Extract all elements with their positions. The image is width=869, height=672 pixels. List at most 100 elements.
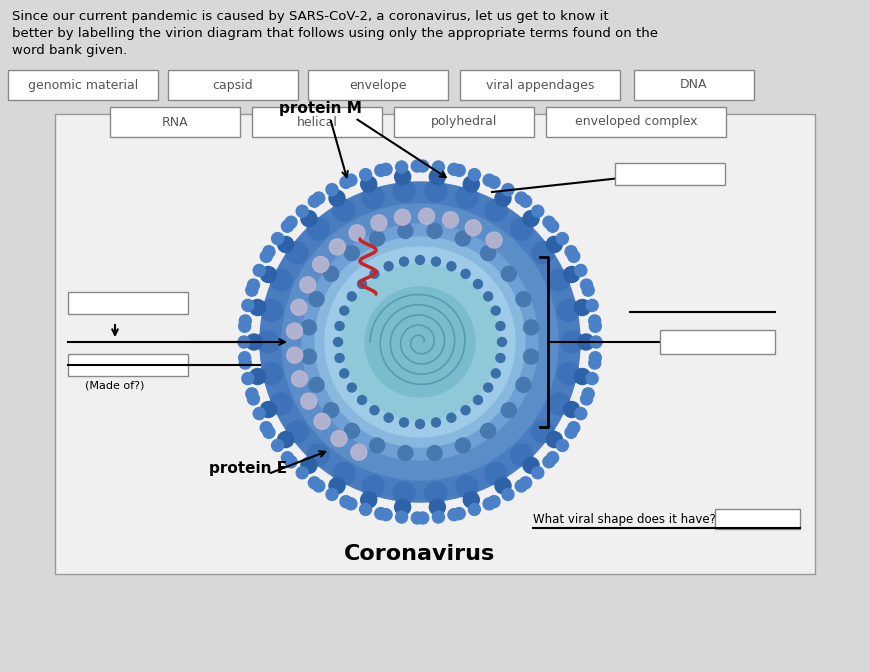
- Circle shape: [375, 165, 387, 177]
- Circle shape: [291, 371, 307, 387]
- Circle shape: [239, 357, 251, 369]
- Circle shape: [399, 257, 408, 266]
- Circle shape: [301, 393, 316, 409]
- Circle shape: [286, 323, 302, 339]
- Circle shape: [340, 369, 348, 378]
- Circle shape: [547, 393, 569, 415]
- Circle shape: [510, 444, 532, 466]
- Circle shape: [577, 334, 594, 350]
- Circle shape: [411, 160, 423, 172]
- Circle shape: [350, 444, 367, 460]
- Circle shape: [260, 251, 272, 262]
- Circle shape: [429, 499, 445, 515]
- Circle shape: [302, 349, 316, 364]
- Circle shape: [369, 438, 384, 453]
- Circle shape: [561, 331, 582, 353]
- Circle shape: [586, 372, 598, 384]
- Circle shape: [340, 176, 352, 188]
- FancyBboxPatch shape: [660, 330, 774, 354]
- Text: protein E: protein E: [209, 461, 287, 476]
- Circle shape: [253, 264, 265, 276]
- Circle shape: [326, 489, 338, 501]
- Circle shape: [501, 489, 514, 501]
- Circle shape: [312, 480, 324, 492]
- Circle shape: [307, 218, 328, 240]
- Circle shape: [431, 257, 440, 266]
- Circle shape: [277, 237, 294, 253]
- Circle shape: [542, 216, 554, 228]
- Circle shape: [495, 353, 504, 362]
- Circle shape: [361, 492, 376, 508]
- Circle shape: [287, 347, 302, 363]
- Circle shape: [277, 431, 294, 448]
- Circle shape: [333, 200, 355, 221]
- Circle shape: [308, 477, 320, 489]
- Circle shape: [461, 269, 469, 278]
- Circle shape: [342, 264, 497, 420]
- Circle shape: [494, 478, 510, 494]
- Circle shape: [574, 300, 590, 315]
- FancyBboxPatch shape: [714, 509, 799, 529]
- Text: helical: helical: [296, 116, 337, 128]
- Circle shape: [557, 300, 579, 321]
- Circle shape: [531, 467, 543, 478]
- FancyBboxPatch shape: [614, 163, 724, 185]
- Circle shape: [238, 336, 249, 348]
- Circle shape: [488, 496, 500, 507]
- Circle shape: [468, 503, 480, 515]
- FancyBboxPatch shape: [168, 70, 298, 100]
- Circle shape: [369, 269, 379, 278]
- Circle shape: [249, 300, 265, 315]
- Circle shape: [546, 431, 561, 448]
- Circle shape: [270, 269, 292, 291]
- FancyBboxPatch shape: [634, 70, 753, 100]
- Circle shape: [514, 192, 527, 204]
- Circle shape: [465, 220, 481, 236]
- Circle shape: [397, 224, 413, 239]
- Circle shape: [483, 292, 492, 301]
- Circle shape: [397, 446, 413, 460]
- Circle shape: [453, 165, 465, 177]
- Circle shape: [488, 176, 500, 188]
- Circle shape: [501, 183, 514, 196]
- Circle shape: [271, 233, 283, 245]
- Circle shape: [427, 446, 441, 460]
- Circle shape: [238, 321, 250, 332]
- Circle shape: [312, 192, 324, 204]
- Circle shape: [432, 511, 444, 523]
- FancyBboxPatch shape: [308, 70, 448, 100]
- Circle shape: [335, 353, 343, 362]
- Circle shape: [260, 300, 282, 321]
- Circle shape: [344, 498, 356, 510]
- Circle shape: [556, 233, 567, 245]
- Circle shape: [491, 369, 500, 378]
- Circle shape: [546, 452, 558, 464]
- Circle shape: [581, 284, 594, 296]
- Circle shape: [246, 388, 257, 400]
- Circle shape: [330, 431, 347, 446]
- Circle shape: [395, 169, 410, 185]
- Circle shape: [442, 212, 458, 228]
- Circle shape: [589, 336, 601, 348]
- Circle shape: [369, 406, 379, 415]
- Text: RNA: RNA: [162, 116, 188, 128]
- Circle shape: [473, 280, 482, 288]
- Circle shape: [455, 186, 477, 208]
- Circle shape: [308, 195, 320, 207]
- Circle shape: [588, 315, 600, 327]
- Circle shape: [285, 216, 296, 228]
- Circle shape: [357, 396, 366, 405]
- Text: (Made of?): (Made of?): [85, 380, 144, 390]
- Circle shape: [333, 462, 355, 485]
- Circle shape: [486, 232, 501, 248]
- Circle shape: [347, 292, 356, 301]
- Circle shape: [463, 492, 479, 508]
- FancyBboxPatch shape: [460, 70, 620, 100]
- Circle shape: [522, 210, 539, 226]
- Circle shape: [484, 200, 507, 221]
- Circle shape: [399, 418, 408, 427]
- Circle shape: [239, 315, 251, 327]
- Circle shape: [253, 408, 265, 419]
- Circle shape: [238, 351, 250, 364]
- Circle shape: [380, 163, 392, 175]
